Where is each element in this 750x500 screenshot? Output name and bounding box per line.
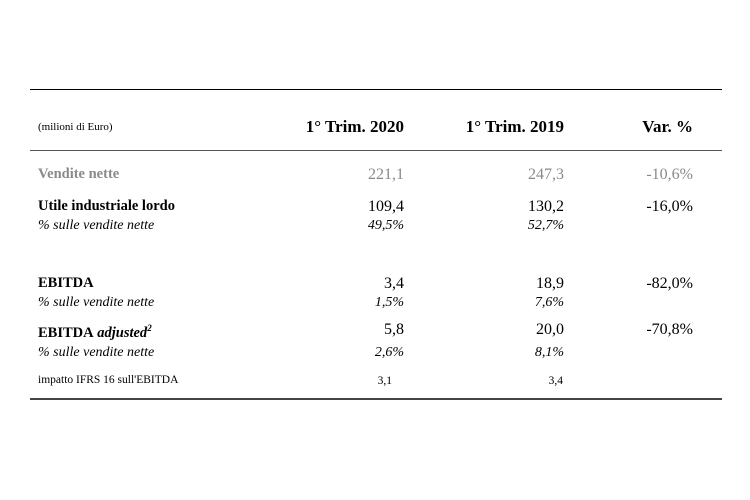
row-label-ebitda-pct: % sulle vendite nette [38,295,155,310]
ebitda-adjusted-variation: -70,8% [646,321,693,338]
column-header-2020: 1° Trim. 2020 [305,117,404,136]
row-label-ebitda-adjusted: EBITDA adjusted2 [38,324,152,341]
ebitda-pct-2020: 1,5% [374,295,404,310]
ebitda-variation: -82,0% [646,275,693,292]
column-header-variation: Var. % [642,117,693,136]
ebitda-adjusted-pct-2020: 2,6% [374,345,404,360]
row-label-net-sales: Vendite nette [38,166,120,182]
footnote-marker: 2 [147,323,152,333]
ebitda-2020: 3,4 [384,275,404,292]
column-header-2019: 1° Trim. 2019 [465,117,564,136]
ebitda-adjusted-main: EBITDA [38,325,94,341]
gross-profit-pct-2019: 52,7% [527,218,564,233]
row-label-ebitda-adjusted-pct: % sulle vendite nette [38,345,155,360]
net-sales-variation: -10,6% [646,166,693,183]
gross-profit-variation: -16,0% [646,198,693,215]
row-label-ebitda: EBITDA [38,275,94,291]
ebitda-2019: 18,9 [536,275,564,292]
table-bottom-rule [30,398,722,400]
ifrs16-2019: 3,4 [548,375,563,387]
ebitda-pct-2019: 7,6% [534,295,564,310]
ebitda-adjusted-italic: adjusted [97,325,148,341]
row-label-gross-profit: Utile industriale lordo [38,198,175,214]
ebitda-adjusted-2020: 5,8 [384,321,404,338]
table-top-rule [30,89,722,90]
net-sales-2020: 221,1 [368,166,404,183]
unit-label: (milioni di Euro) [38,121,113,133]
gross-profit-pct-2020: 49,5% [367,218,404,233]
gross-profit-2020: 109,4 [368,198,404,215]
ebitda-adjusted-pct-2019: 8,1% [534,345,564,360]
header-divider-rule [30,150,722,151]
row-label-ifrs16: impatto IFRS 16 sull'EBITDA [38,374,179,386]
row-label-gross-profit-pct: % sulle vendite nette [38,218,155,233]
ebitda-adjusted-2019: 20,0 [536,321,564,338]
ifrs16-2020: 3,1 [377,375,392,387]
net-sales-2019: 247,3 [528,166,564,183]
gross-profit-2019: 130,2 [528,198,564,215]
